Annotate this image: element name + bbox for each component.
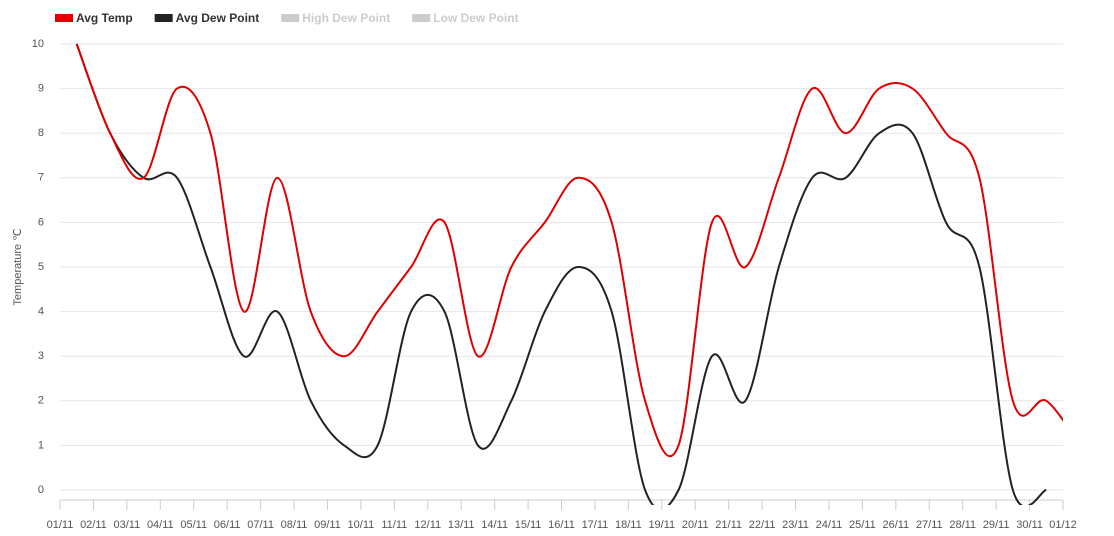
x-tick-label: 12/11 — [414, 519, 441, 531]
x-tick-label: 06/11 — [214, 519, 241, 531]
x-tick-label: 22/11 — [749, 519, 776, 531]
y-tick-label: 2 — [38, 395, 44, 407]
x-tick-label: 02/11 — [80, 519, 107, 531]
x-tick-label: 18/11 — [615, 519, 642, 531]
x-tick-label: 19/11 — [648, 519, 675, 531]
x-tick-label: 21/11 — [715, 519, 742, 531]
x-tick-label: 10/11 — [348, 519, 375, 531]
x-tick-label: 27/11 — [916, 519, 943, 531]
x-tick-label: 13/11 — [448, 519, 475, 531]
x-tick-label: 08/11 — [281, 519, 308, 531]
x-tick-label: 04/11 — [147, 519, 174, 531]
x-tick-label: 30/11 — [1016, 519, 1043, 531]
line — [75, 43, 1063, 458]
y-axis-label: Temperature ℃ — [12, 228, 24, 305]
legend-label[interactable]: High Dew Point — [302, 11, 390, 25]
y-tick-label: 3 — [38, 350, 44, 362]
x-tick-label: 29/11 — [983, 519, 1010, 531]
x-tick-label: 15/11 — [515, 519, 542, 531]
y-tick-label: 5 — [38, 261, 44, 273]
line — [75, 43, 1047, 505]
y-tick-label: 1 — [38, 439, 44, 451]
x-tick-label: 24/11 — [816, 519, 843, 531]
x-tick-label: 17/11 — [582, 519, 609, 531]
x-tick-label: 26/11 — [882, 519, 909, 531]
x-tick-label: 07/11 — [247, 519, 274, 531]
y-tick-label: 6 — [38, 216, 44, 228]
x-tick-label: 09/11 — [314, 519, 341, 531]
y-tick-label: 10 — [32, 38, 44, 50]
x-tick-label: 25/11 — [849, 519, 876, 531]
x-tick-label: 05/11 — [180, 519, 207, 531]
legend-swatch — [55, 14, 73, 22]
y-tick-label: 7 — [38, 172, 44, 184]
legend-swatch — [281, 14, 300, 22]
legend-swatch — [412, 14, 431, 22]
x-tick-label: 14/11 — [481, 519, 508, 531]
x-tick-label: 03/11 — [114, 519, 141, 531]
y-tick-label: 0 — [38, 484, 44, 496]
x-tick-label: 28/11 — [949, 519, 976, 531]
x-tick-label: 20/11 — [682, 519, 709, 531]
x-tick-label: 11/11 — [381, 519, 407, 531]
y-tick-label: 8 — [38, 127, 44, 139]
y-tick-label: 4 — [38, 306, 44, 318]
x-tick-label: 01/12 — [1049, 519, 1077, 531]
x-tick-label: 01/11 — [47, 519, 74, 531]
legend-label[interactable]: Avg Dew Point — [176, 11, 260, 25]
y-tick-label: 9 — [38, 83, 44, 95]
plot-area — [75, 43, 1063, 505]
x-tick-label: 23/11 — [782, 519, 809, 531]
legend-swatch — [154, 14, 173, 22]
x-tick-label: 16/11 — [548, 519, 575, 531]
legend-label[interactable]: Avg Temp — [76, 11, 133, 25]
legend-label[interactable]: Low Dew Point — [433, 11, 518, 25]
